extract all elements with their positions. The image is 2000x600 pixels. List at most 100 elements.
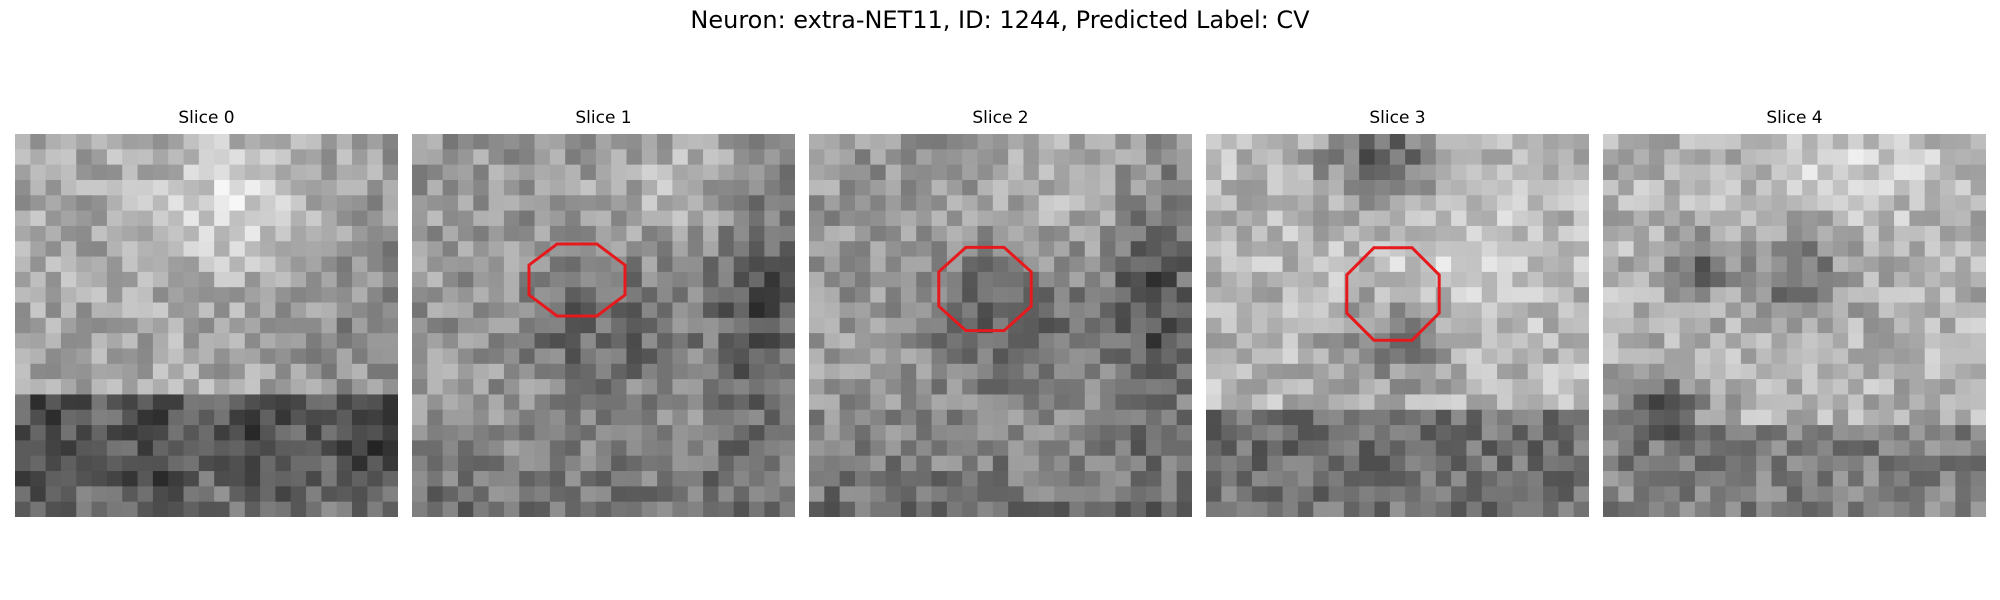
image-pixel bbox=[412, 333, 428, 350]
image-pixel bbox=[1832, 394, 1849, 411]
image-pixel bbox=[809, 333, 825, 350]
image-pixel bbox=[1633, 256, 1650, 273]
image-pixel bbox=[1955, 271, 1972, 288]
image-pixel bbox=[1084, 425, 1101, 441]
image-pixel bbox=[290, 134, 307, 150]
image-pixel bbox=[229, 210, 246, 227]
image-pixel bbox=[1282, 195, 1299, 212]
image-pixel bbox=[1848, 195, 1865, 212]
image-pixel bbox=[137, 287, 154, 304]
image-pixel bbox=[412, 134, 428, 150]
image-pixel bbox=[1740, 195, 1757, 212]
image-pixel bbox=[91, 271, 108, 288]
image-pixel bbox=[1115, 471, 1132, 487]
image-pixel bbox=[626, 271, 643, 288]
image-pixel bbox=[916, 195, 933, 212]
image-pixel bbox=[473, 409, 490, 426]
image-pixel bbox=[749, 271, 765, 288]
image-pixel bbox=[1512, 440, 1529, 457]
image-pixel bbox=[549, 471, 566, 487]
image-pixel bbox=[91, 256, 108, 273]
image-pixel bbox=[1558, 271, 1575, 288]
image-pixel bbox=[1405, 210, 1422, 227]
image-pixel bbox=[1374, 455, 1391, 472]
image-pixel bbox=[1146, 409, 1162, 426]
image-pixel bbox=[1038, 195, 1055, 212]
image-pixel bbox=[260, 164, 277, 181]
image-pixel bbox=[1497, 271, 1513, 288]
image-pixel bbox=[1512, 179, 1529, 196]
image-pixel bbox=[412, 225, 428, 242]
image-pixel bbox=[1130, 164, 1147, 181]
image-pixel bbox=[534, 149, 551, 166]
image-pixel bbox=[1054, 134, 1071, 150]
image-pixel bbox=[1054, 179, 1071, 196]
image-pixel bbox=[764, 134, 781, 150]
image-pixel bbox=[885, 471, 902, 487]
image-pixel bbox=[1176, 149, 1192, 166]
image-pixel bbox=[1497, 471, 1513, 487]
image-pixel bbox=[1633, 394, 1650, 411]
image-pixel bbox=[152, 425, 169, 441]
image-pixel bbox=[30, 501, 47, 517]
image-pixel bbox=[1740, 501, 1757, 517]
image-pixel bbox=[1328, 210, 1345, 227]
detection-octagon bbox=[937, 245, 1033, 333]
image-pixel bbox=[214, 195, 231, 212]
image-pixel bbox=[1359, 195, 1376, 212]
image-pixel bbox=[122, 210, 139, 227]
image-pixel bbox=[1648, 486, 1665, 503]
image-pixel bbox=[1679, 302, 1696, 319]
image-pixel bbox=[229, 134, 246, 150]
image-pixel bbox=[1543, 409, 1559, 426]
image-pixel bbox=[442, 394, 459, 411]
image-pixel bbox=[1176, 379, 1192, 396]
image-pixel bbox=[1206, 195, 1222, 212]
image-pixel bbox=[183, 210, 200, 227]
image-pixel bbox=[519, 241, 536, 258]
image-pixel bbox=[1297, 394, 1314, 411]
image-pixel bbox=[1909, 471, 1926, 487]
image-pixel bbox=[229, 455, 246, 472]
image-pixel bbox=[275, 287, 292, 304]
image-pixel bbox=[779, 241, 795, 258]
image-pixel bbox=[183, 348, 200, 365]
image-pixel bbox=[1909, 379, 1926, 396]
image-pixel bbox=[1084, 486, 1101, 503]
image-pixel bbox=[503, 149, 520, 166]
image-pixel bbox=[1512, 394, 1529, 411]
image-pixel bbox=[1512, 134, 1529, 150]
image-pixel bbox=[992, 302, 1009, 319]
image-pixel bbox=[1115, 225, 1132, 242]
image-pixel bbox=[764, 440, 781, 457]
image-pixel bbox=[1267, 501, 1284, 517]
image-pixel bbox=[1558, 134, 1575, 150]
image-pixel bbox=[565, 195, 582, 212]
image-pixel bbox=[1236, 333, 1253, 350]
image-pixel bbox=[1146, 471, 1162, 487]
image-pixel bbox=[885, 302, 902, 319]
image-pixel bbox=[1328, 471, 1345, 487]
image-pixel bbox=[687, 225, 704, 242]
image-pixel bbox=[60, 455, 77, 472]
image-pixel bbox=[457, 179, 474, 196]
image-pixel bbox=[657, 134, 674, 150]
image-pixel bbox=[1359, 455, 1376, 472]
image-pixel bbox=[1236, 149, 1253, 166]
image-pixel bbox=[1543, 440, 1559, 457]
image-pixel bbox=[91, 179, 108, 196]
image-pixel bbox=[244, 164, 261, 181]
image-pixel bbox=[900, 348, 917, 365]
image-pixel bbox=[885, 241, 902, 258]
image-pixel bbox=[1236, 440, 1253, 457]
image-pixel bbox=[764, 256, 781, 273]
image-pixel bbox=[1069, 471, 1086, 487]
image-pixel bbox=[1863, 225, 1880, 242]
image-pixel bbox=[198, 195, 215, 212]
image-pixel bbox=[473, 149, 490, 166]
image-pixel bbox=[626, 179, 643, 196]
image-pixel bbox=[1909, 348, 1926, 365]
image-pixel bbox=[749, 195, 765, 212]
image-pixel bbox=[1633, 287, 1650, 304]
image-pixel bbox=[1466, 409, 1483, 426]
